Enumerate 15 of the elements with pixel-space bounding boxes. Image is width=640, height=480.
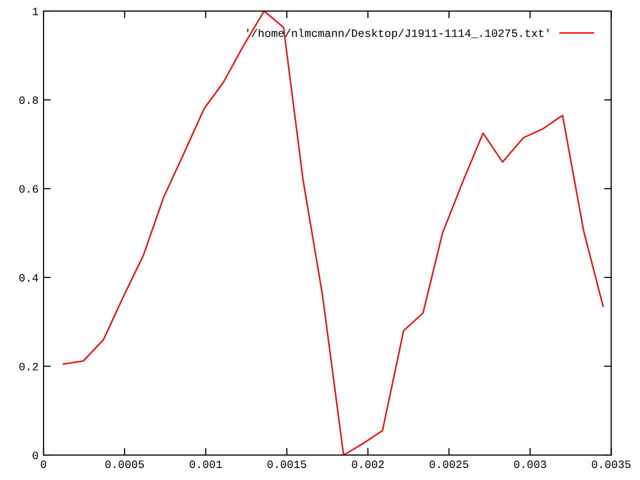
y-tick-label: 0.4	[19, 274, 38, 282]
y-tick-label: 0.2	[19, 362, 38, 370]
x-tick-label: 0.0025	[430, 460, 468, 468]
y-tick-label: 0.6	[19, 185, 38, 193]
y-tick-label: 0	[32, 452, 38, 460]
y-tick-label: 0.8	[19, 96, 38, 104]
x-tick-label: 0.001	[190, 460, 222, 468]
line-series	[62, 11, 604, 456]
x-tick-label: 0.0005	[105, 460, 144, 468]
x-tick-label: 0.0015	[267, 460, 306, 468]
x-tick-label: 0.002	[352, 460, 384, 468]
x-tick-label: 0.0035	[592, 460, 630, 468]
x-tick-label: 0.003	[514, 460, 546, 468]
x-tick-label: 0	[40, 460, 46, 468]
y-tick-label: 1	[32, 8, 38, 16]
